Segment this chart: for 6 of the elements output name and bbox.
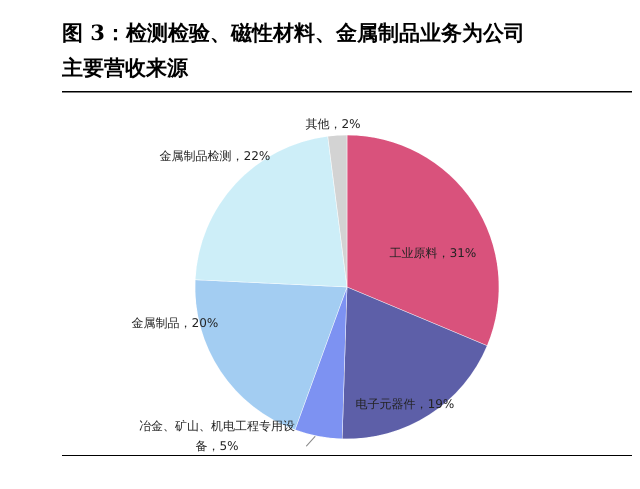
- slice-label: 金属制品检测，22%: [160, 149, 270, 163]
- slice-label: 金属制品，20%: [132, 316, 218, 330]
- slice-label: 其他，2%: [305, 117, 361, 131]
- slice-label: 冶金、矿山、机电工程专用设备，5%: [139, 419, 295, 453]
- chart-title: 图 3：检测检验、磁性材料、金属制品业务为公司主要营收来源: [61, 20, 525, 80]
- slice-label: 工业原料，31%: [390, 246, 476, 260]
